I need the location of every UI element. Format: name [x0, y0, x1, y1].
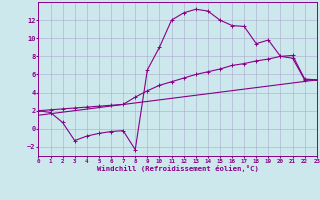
X-axis label: Windchill (Refroidissement éolien,°C): Windchill (Refroidissement éolien,°C)	[97, 165, 259, 172]
